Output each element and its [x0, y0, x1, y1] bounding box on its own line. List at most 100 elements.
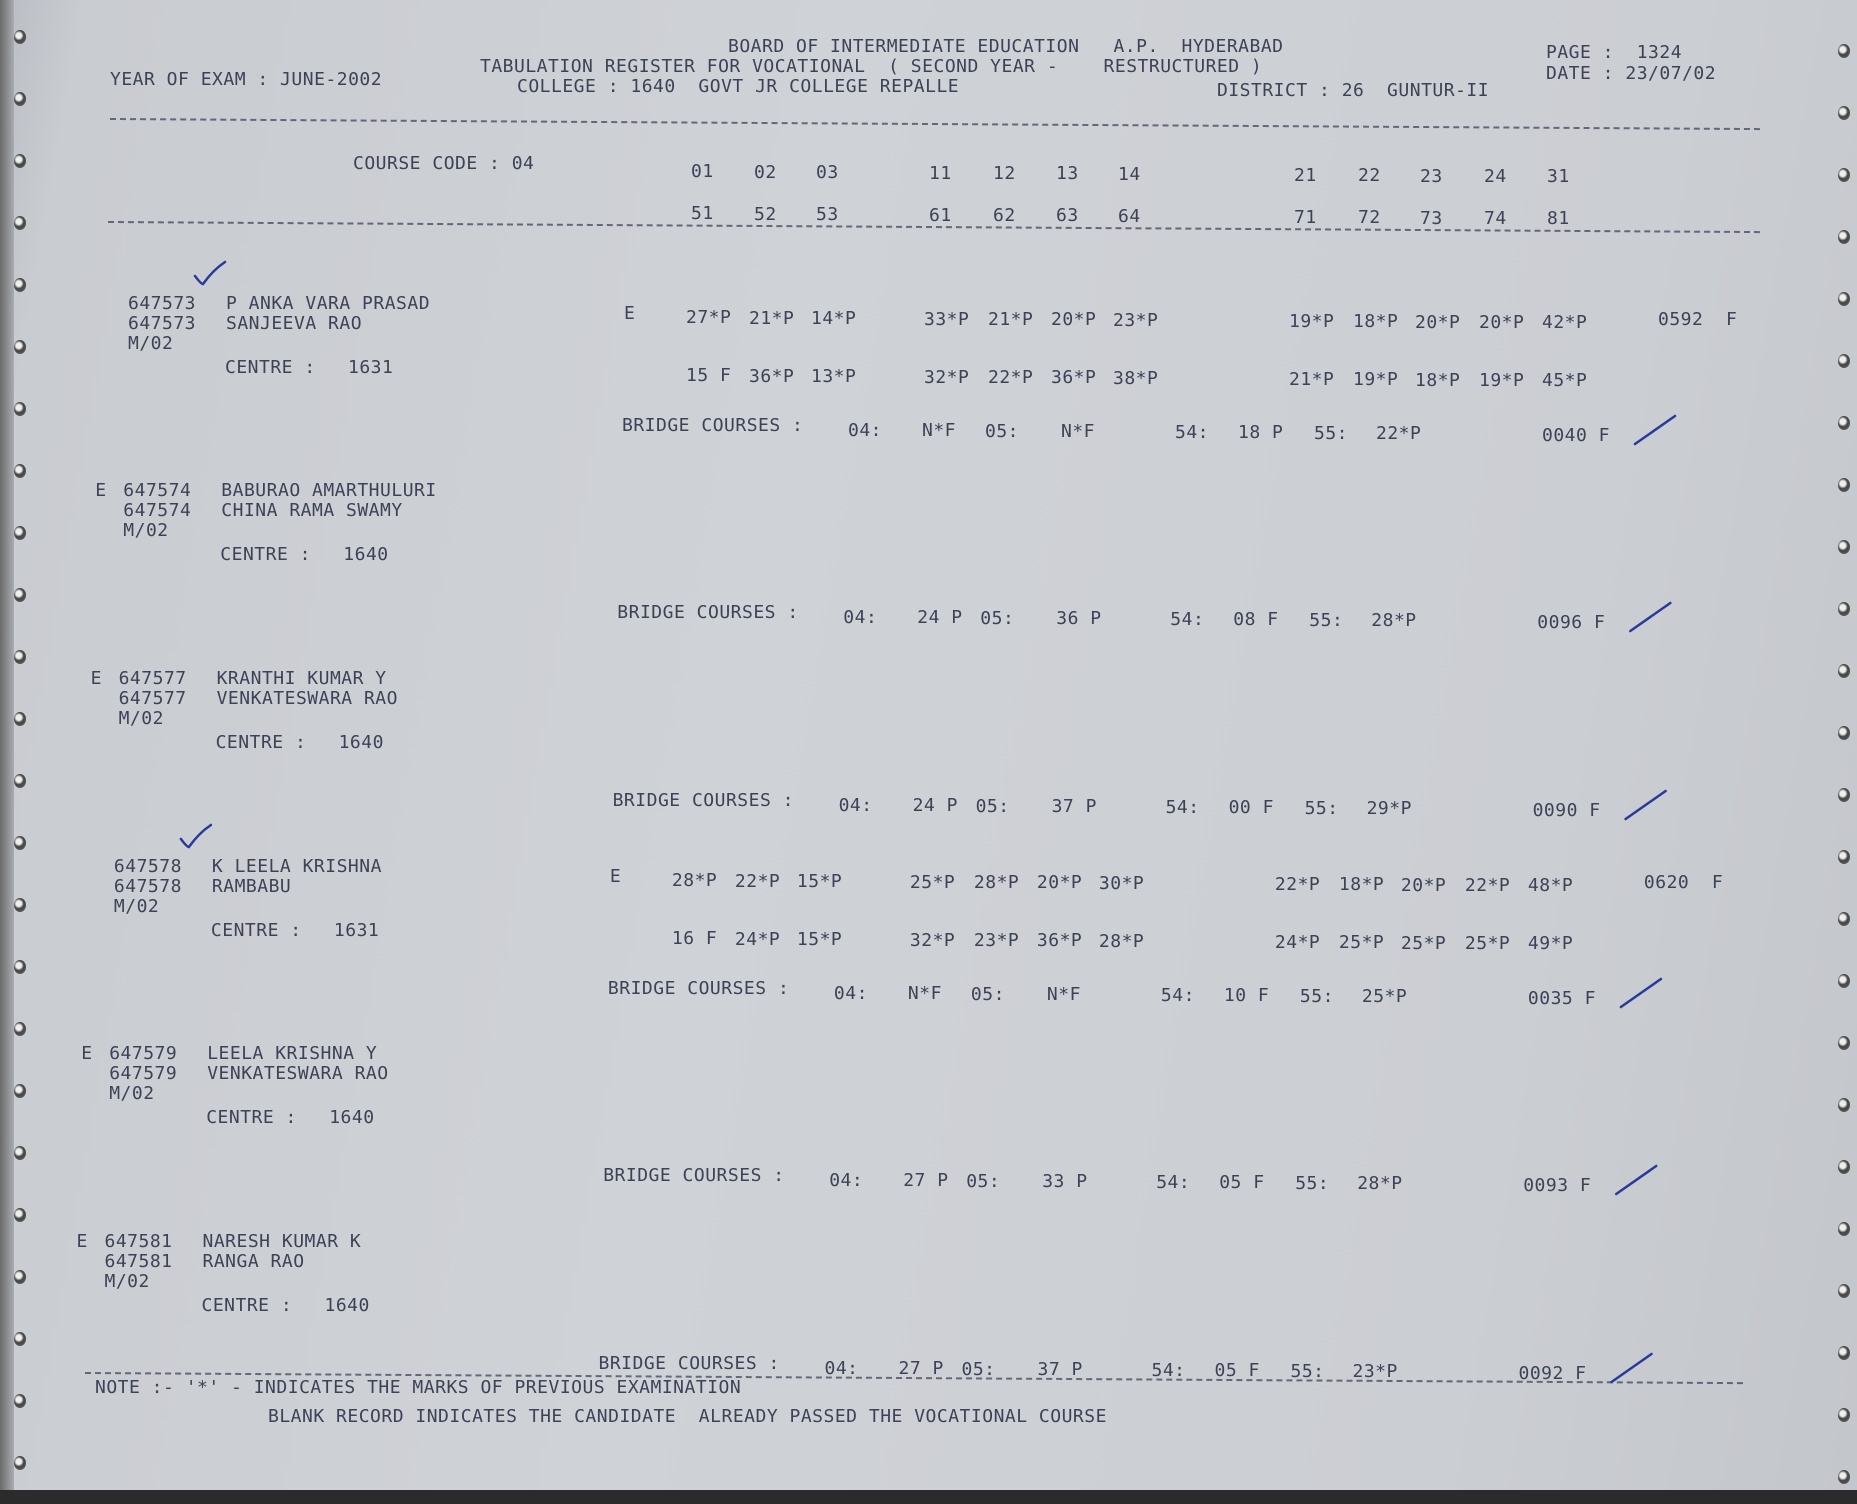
hall-ticket-number: 647578: [113, 856, 182, 877]
mark-cell: 28*P: [1098, 930, 1145, 952]
bridge-code: 05:: [975, 795, 1010, 817]
column-header: 11: [929, 162, 952, 184]
binding-edge: [0, 0, 14, 1504]
perforation-hole: [14, 774, 26, 788]
perforation-hole: [1838, 974, 1850, 988]
checkmark-icon: [1624, 789, 1667, 821]
bridge-mark: N*F: [907, 983, 942, 1005]
bridge-code: 55:: [1309, 609, 1344, 631]
bridge-total: 0040 F: [1542, 425, 1611, 446]
column-header: 51: [691, 203, 714, 225]
column-header: 14: [1118, 163, 1141, 185]
grand-total: 0592 F: [1658, 309, 1738, 330]
bridge-code: 04:: [824, 1358, 859, 1380]
checkmark-icon: [193, 260, 227, 286]
exam-code: M/02: [109, 1083, 155, 1104]
centre-label: CENTRE :: [215, 732, 307, 753]
district-info: DISTRICT : 26 GUNTUR-II: [1217, 80, 1490, 101]
mark-cell: 45*P: [1542, 370, 1588, 392]
bridge-code: 55:: [1314, 422, 1349, 444]
bridge-code: 05:: [985, 420, 1020, 442]
perforation-hole: [14, 1208, 26, 1222]
perforation-hole: [1838, 1284, 1850, 1298]
checkmark-icon: [1614, 1164, 1658, 1196]
bridge-code: 55:: [1299, 985, 1334, 1007]
bridge-mark: 18 P: [1238, 422, 1284, 444]
mark-cell: 48*P: [1527, 875, 1574, 897]
bridge-code: 04:: [829, 1170, 864, 1192]
perforation-hole: [14, 1394, 26, 1408]
perforation-hole: [14, 1332, 26, 1346]
bridge-courses-label: BRIDGE COURSES :: [598, 1353, 780, 1374]
column-header: 81: [1547, 208, 1570, 230]
mark-cell: 32*P: [924, 366, 970, 388]
mark-cell: 27*P: [686, 307, 732, 329]
bridge-mark: N*F: [1046, 983, 1081, 1005]
mark-cell: 28*P: [973, 872, 1020, 894]
perforation-hole: [14, 92, 26, 106]
mark-cell: 18*P: [1353, 311, 1399, 333]
bridge-code: 54:: [1151, 1360, 1186, 1382]
grand-total: 0620 F: [1643, 872, 1724, 893]
centre-number: 1640: [329, 1107, 375, 1128]
mark-cell: 38*P: [1113, 367, 1159, 389]
mark-cell: 25*P: [1400, 932, 1447, 954]
perforation-hole: [14, 30, 26, 44]
column-header: 62: [993, 205, 1016, 227]
mark-cell: 21*P: [1289, 368, 1335, 390]
exam-flag: E: [90, 668, 102, 689]
bridge-courses-label: BRIDGE COURSES :: [607, 978, 790, 999]
centre-number: 1640: [338, 732, 384, 753]
mark-cell: 20*P: [1400, 874, 1447, 896]
exam-code: M/02: [128, 333, 174, 354]
mark-cell: 15*P: [796, 928, 843, 950]
mark-cell: 25*P: [1464, 932, 1511, 954]
checkmark-icon: [1629, 601, 1672, 633]
candidate-name: P ANKA VARA PRASAD: [226, 293, 431, 314]
bridge-mark: 22*P: [1376, 422, 1422, 444]
bridge-code: 54:: [1165, 797, 1200, 819]
hall-ticket-number: 647579: [109, 1043, 178, 1064]
bridge-total: 0092 F: [1518, 1363, 1587, 1384]
bridge-mark: 05 F: [1219, 1172, 1265, 1194]
perforation-hole: [14, 650, 26, 664]
bridge-mark: 24 P: [917, 607, 963, 629]
mark-cell: 15 F: [686, 365, 732, 387]
perforation-hole: [1838, 664, 1850, 678]
mark-cell: 20*P: [1415, 311, 1461, 333]
bridge-code: 04:: [843, 607, 878, 629]
perforation-hole: [1838, 230, 1850, 244]
perforation-hole: [14, 1456, 26, 1470]
bridge-courses-label: BRIDGE COURSES :: [617, 602, 799, 623]
perforation-hole: [1838, 478, 1850, 492]
centre-number: 1640: [324, 1295, 370, 1316]
bridge-code: 05:: [980, 607, 1015, 629]
note-line-2: BLANK RECORD INDICATES THE CANDIDATE ALR…: [268, 1406, 1107, 1427]
column-header: 52: [754, 203, 777, 225]
mark-cell: 33*P: [924, 308, 970, 330]
bridge-mark: 33 P: [1042, 1170, 1088, 1192]
bridge-code: 04:: [833, 983, 868, 1005]
perforation-hole: [1838, 292, 1850, 306]
bridge-mark: 37 P: [1037, 1358, 1083, 1380]
mark-cell: 20*P: [1051, 309, 1097, 331]
mark-cell: 42*P: [1542, 312, 1588, 334]
bridge-code: 05:: [970, 983, 1005, 1005]
perforation-hole: [1838, 1098, 1850, 1112]
perforation-hole: [1838, 1222, 1850, 1236]
perforation-hole: [1838, 602, 1850, 616]
print-date: DATE : 23/07/02: [1546, 63, 1717, 84]
mark-cell: 19*P: [1289, 310, 1335, 332]
bridge-code: 55:: [1290, 1360, 1325, 1382]
mark-cell: 22*P: [1464, 874, 1511, 896]
mark-cell: 36*P: [1051, 367, 1097, 389]
bridge-code: 55:: [1304, 797, 1339, 819]
mark-cell: 24*P: [1274, 931, 1321, 953]
perforation-hole: [1838, 354, 1850, 368]
bridge-mark: 27 P: [898, 1358, 944, 1380]
perforation-hole: [1838, 850, 1850, 864]
mark-cell: 28*P: [671, 870, 718, 892]
bridge-mark: 24 P: [912, 795, 958, 817]
mark-cell: 22*P: [734, 870, 781, 892]
